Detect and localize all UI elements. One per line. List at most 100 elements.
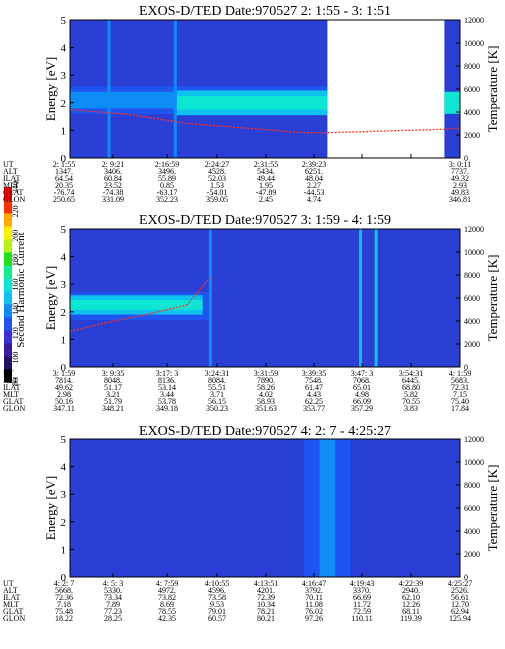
colorbar-segment bbox=[4, 213, 12, 227]
table-cell: 357.29 bbox=[351, 404, 373, 413]
table-cell: 62.10 bbox=[402, 593, 420, 602]
y2-tick-label: 8000 bbox=[464, 62, 480, 71]
y2-tick-label: 2000 bbox=[464, 550, 480, 559]
table-cell: 4: 2: 7 bbox=[54, 579, 74, 588]
table-cell: 350.23 bbox=[206, 404, 228, 413]
table-cell: 3:31:59 bbox=[254, 369, 278, 378]
row-label: MLT bbox=[3, 390, 19, 399]
table-cell: 2:39:23 bbox=[302, 160, 326, 169]
table-cell: 3496. bbox=[158, 167, 176, 176]
colorbar-segment bbox=[4, 252, 12, 266]
table-cell: 53.14 bbox=[158, 383, 176, 392]
y2-tick-label: 6000 bbox=[464, 294, 480, 303]
table-cell: -54.01 bbox=[207, 188, 228, 197]
table-cell: 4:10:55 bbox=[205, 579, 229, 588]
y2-tick-label: 10000 bbox=[464, 248, 484, 257]
table-cell: 3:24:31 bbox=[205, 369, 229, 378]
table-cell: 72.59 bbox=[353, 607, 371, 616]
table-cell: 78.55 bbox=[158, 607, 176, 616]
table-cell: 48.04 bbox=[305, 174, 323, 183]
table-cell: 4.74 bbox=[307, 195, 321, 204]
row-label: GLAT bbox=[3, 607, 24, 616]
table-cell: 3.21 bbox=[106, 390, 120, 399]
table-cell: 4:22:39 bbox=[399, 579, 423, 588]
colorbar-segment bbox=[4, 291, 12, 305]
y2-axis-label: Temperature [K] bbox=[485, 255, 500, 342]
table-cell: 17.84 bbox=[451, 404, 469, 413]
table-cell: -76.74 bbox=[54, 188, 75, 197]
table-cell: 5.82 bbox=[404, 390, 418, 399]
table-cell: 3:54:31 bbox=[399, 369, 423, 378]
y-tick-label: 2 bbox=[61, 517, 67, 529]
table-cell: 2:31:55 bbox=[254, 160, 278, 169]
colorbar-tick-label: 80 bbox=[11, 378, 20, 386]
table-cell: 55.51 bbox=[208, 383, 226, 392]
table-cell: 331.09 bbox=[102, 195, 124, 204]
table-cell: 4:16:47 bbox=[302, 579, 326, 588]
table-cell: 18.22 bbox=[55, 614, 73, 623]
table-cell: 4: 7:59 bbox=[156, 579, 178, 588]
table-cell: -63.17 bbox=[157, 188, 178, 197]
table-cell: 119.39 bbox=[400, 614, 422, 623]
table-cell: 4:25:27 bbox=[448, 579, 472, 588]
y2-tick-label: 10000 bbox=[464, 458, 484, 467]
panel-title: EXOS-D/TED Date:970527 2: 1:55 - 3: 1:51 bbox=[139, 4, 391, 19]
table-cell: 7890. bbox=[257, 376, 275, 385]
colorbar-tick-label: 140 bbox=[11, 303, 20, 315]
table-cell: 72.39 bbox=[257, 593, 275, 602]
table-cell: 49.44 bbox=[257, 174, 275, 183]
colorbar-segment bbox=[4, 200, 12, 214]
table-cell: 3:17: 3 bbox=[156, 369, 178, 378]
table-cell: 73.58 bbox=[208, 593, 226, 602]
y2-tick-label: 4000 bbox=[464, 108, 480, 117]
table-cell: 8084. bbox=[208, 376, 226, 385]
energy-band bbox=[70, 299, 203, 310]
y-tick-label: 3 bbox=[61, 70, 67, 82]
y-tick-label: 1 bbox=[61, 125, 67, 137]
table-cell: 64.54 bbox=[55, 174, 73, 183]
energy-band bbox=[319, 439, 336, 577]
table-cell: 4972. bbox=[158, 586, 176, 595]
y2-tick-label: 2000 bbox=[464, 340, 480, 349]
table-cell: 4.02 bbox=[259, 390, 273, 399]
y-tick-label: 2 bbox=[61, 98, 67, 110]
y2-tick-label: 8000 bbox=[464, 271, 480, 280]
y2-tick-label: 10000 bbox=[464, 39, 484, 48]
y2-tick-label: 2000 bbox=[464, 131, 480, 140]
spectrogram-spike bbox=[208, 229, 212, 367]
table-cell: 75.48 bbox=[55, 607, 73, 616]
y-tick-label: 0 bbox=[61, 572, 67, 584]
y-axis-label: Energy [eV] bbox=[43, 266, 58, 330]
table-cell: -47.89 bbox=[256, 188, 277, 197]
y-tick-label: 0 bbox=[61, 153, 67, 165]
table-cell: 352.23 bbox=[156, 195, 178, 204]
spectrogram-spike bbox=[173, 20, 177, 158]
table-cell: 347.11 bbox=[53, 404, 75, 413]
table-cell: 65.01 bbox=[353, 383, 371, 392]
table-cell: 62.94 bbox=[451, 607, 469, 616]
table-cell: 8.69 bbox=[160, 600, 174, 609]
y-tick-label: 5 bbox=[61, 434, 67, 446]
table-cell: 55.89 bbox=[158, 174, 176, 183]
colorbar-segment bbox=[4, 304, 12, 318]
colorbar-segment bbox=[4, 187, 12, 201]
y-tick-label: 0 bbox=[61, 362, 67, 374]
panel-title: EXOS-D/TED Date:970527 4: 2: 7 - 4:25:27 bbox=[139, 424, 391, 439]
table-cell: 2.27 bbox=[307, 181, 321, 190]
panel-1: EXOS-D/TED Date:970527 2: 1:55 - 3: 1:51… bbox=[3, 4, 500, 204]
table-cell: 5668. bbox=[55, 586, 73, 595]
table-cell: 4:13:51 bbox=[254, 579, 278, 588]
table-cell: 51.79 bbox=[104, 397, 122, 406]
table-cell: 7548. bbox=[305, 376, 323, 385]
table-cell: 4.43 bbox=[307, 390, 321, 399]
table-cell: 4201. bbox=[257, 586, 275, 595]
y-tick-label: 2 bbox=[61, 307, 67, 319]
energy-band bbox=[444, 91, 460, 114]
table-cell: 359.05 bbox=[206, 195, 228, 204]
y-tick-label: 4 bbox=[61, 43, 67, 55]
y-tick-label: 4 bbox=[61, 252, 67, 264]
table-cell: 12.70 bbox=[451, 600, 469, 609]
table-cell: 10.34 bbox=[257, 600, 275, 609]
table-cell: 2.98 bbox=[57, 390, 71, 399]
